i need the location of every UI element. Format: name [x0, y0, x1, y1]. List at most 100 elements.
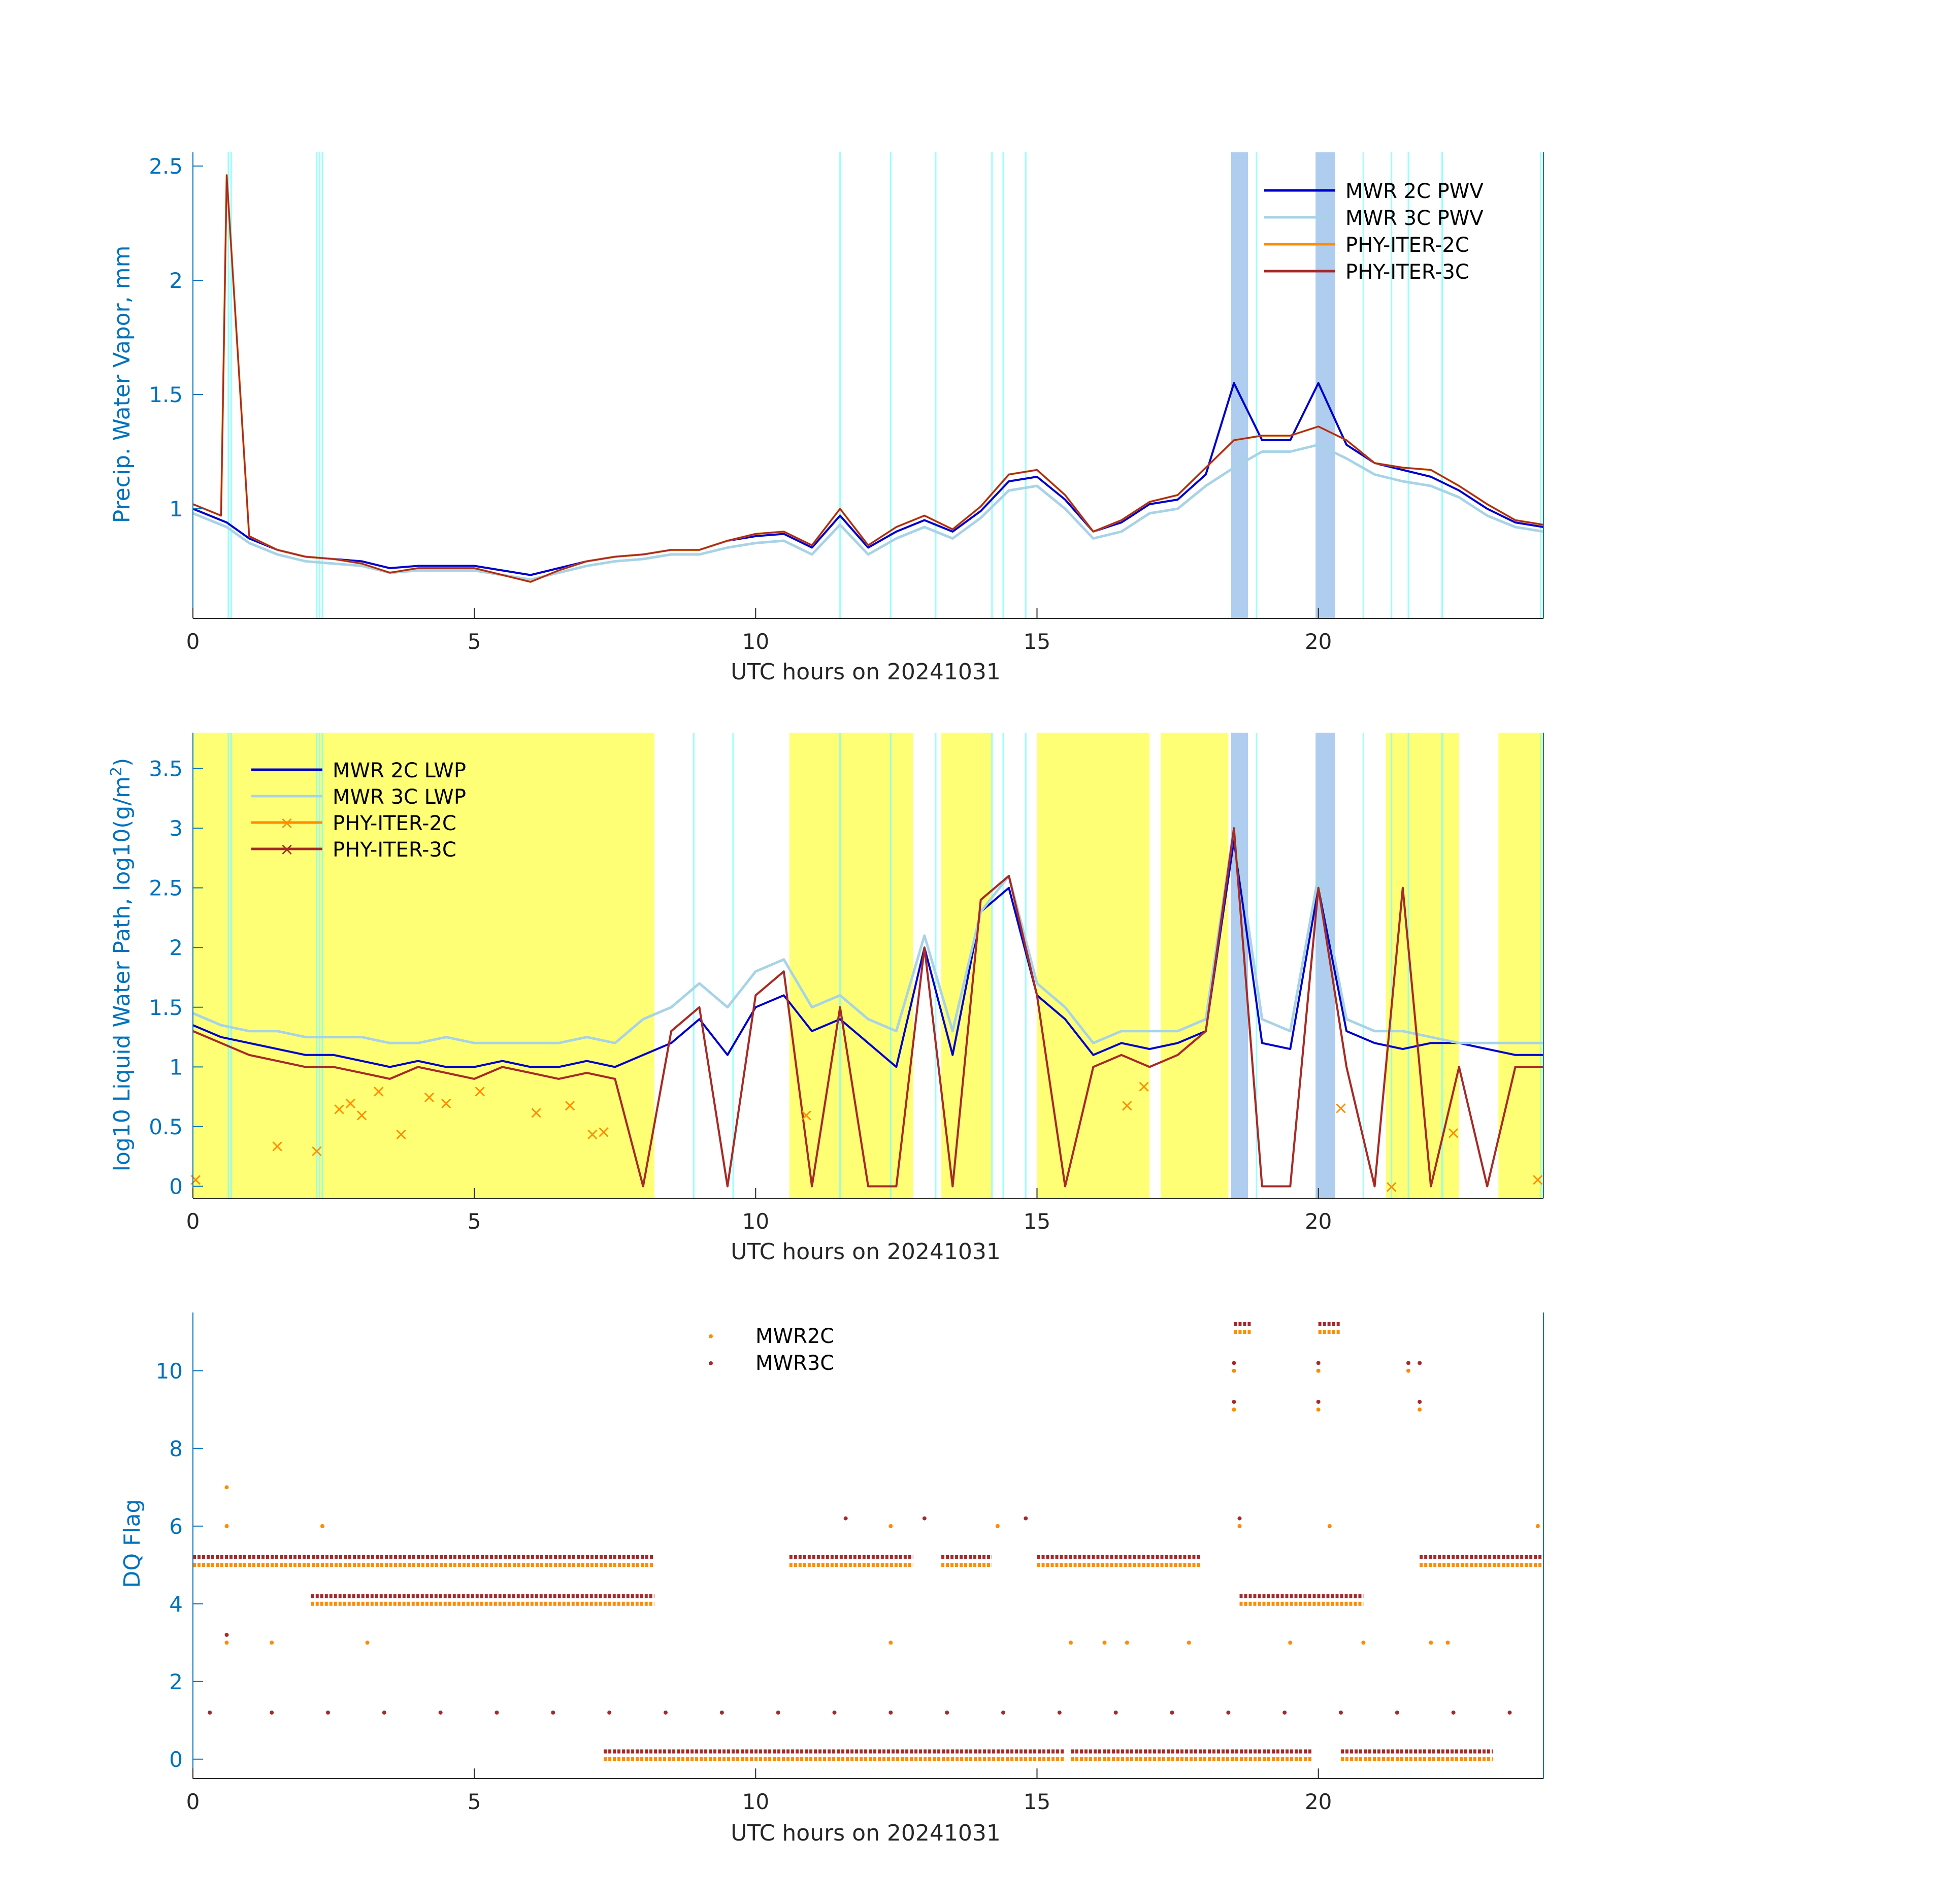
dq-point-mwr3c	[1001, 1710, 1005, 1715]
lwp-phy-marker: ×	[1446, 1123, 1461, 1143]
lwp-y-tick-label: 2	[169, 935, 183, 960]
dq-point-mwr3c	[1418, 1361, 1422, 1365]
dq-point-mwr2c	[1429, 1640, 1433, 1645]
lwp-phy-marker: ×	[270, 1136, 285, 1157]
dq-point-mwr3c	[607, 1710, 612, 1715]
pwv-y-tick-label: 2	[169, 268, 183, 293]
dq-point-mwr3c	[776, 1710, 780, 1715]
lwp-legend-label-mwr2c: MWR 2C LWP	[333, 759, 466, 782]
dq-point-mwr2c	[1535, 1524, 1540, 1528]
lwp-legend-marker-phy3c: ×	[280, 839, 294, 860]
lwp-phy-marker: ×	[354, 1105, 369, 1125]
lwp-phy-marker: ×	[1137, 1076, 1151, 1097]
dq-x-tick-label: 15	[1024, 1789, 1050, 1814]
pwv-legend: MWR 2C PWV MWR 3C PWV PHY-ITER-2C PHY-IT…	[1264, 180, 1484, 284]
dq-y-axis-label: DQ Flag	[119, 1499, 145, 1588]
dq-point-mwr3c	[719, 1710, 724, 1715]
lwp-flag-span	[193, 733, 654, 1198]
lwp-x-axis-label: UTC hours on 20241031	[731, 1239, 1001, 1265]
dq-point-mwr3c	[551, 1710, 555, 1715]
dq-y-tick-label: 6	[169, 1514, 183, 1539]
dq-point-mwr3c	[922, 1516, 927, 1521]
pwv-y-tick-label: 1	[169, 497, 183, 521]
dq-x-tick-label: 5	[468, 1789, 481, 1814]
lwp-phy-marker: ×	[394, 1124, 409, 1144]
lwp-legend: MWR 2C LWP MWR 3C LWP × PHY-ITER-2C × PH…	[251, 759, 466, 862]
pwv-legend-label-phy2c: PHY-ITER-2C	[1345, 234, 1469, 257]
dq-point-mwr3c	[1170, 1710, 1174, 1715]
dq-point-mwr3c	[1226, 1710, 1231, 1715]
dq-y-tick-label: 10	[156, 1359, 183, 1384]
lwp-phy-marker: ×	[597, 1122, 611, 1142]
lwp-phy-marker: ×	[332, 1099, 347, 1120]
lwp-legend-marker-phy2c: ×	[280, 813, 294, 833]
dq-point-mwr2c	[1418, 1407, 1422, 1412]
dq-legend-swatch-mwr3c	[709, 1361, 713, 1365]
pwv-series-line	[192, 174, 1544, 583]
lwp-phy-marker: ×	[310, 1141, 324, 1161]
dq-point-mwr2c	[1361, 1640, 1366, 1645]
dq-point-mwr2c	[888, 1524, 893, 1528]
lwp-phy-marker: ×	[343, 1093, 358, 1113]
dq-x-tick-label: 20	[1305, 1789, 1332, 1814]
dq-point-mwr2c	[1406, 1368, 1410, 1373]
dq-point-mwr3c	[1282, 1710, 1287, 1715]
lwp-y-axis-label-main: log10 Liquid Water Path, log10(g/m	[109, 776, 135, 1171]
dq-point-mwr3c	[1451, 1710, 1456, 1715]
dq-point-mwr2c	[1327, 1524, 1332, 1528]
lwp-y-tick-label: 3	[169, 816, 183, 841]
lwp-flag-span	[1161, 733, 1229, 1198]
dq-x-tick-label: 0	[186, 1789, 200, 1814]
lwp-phy-marker: ×	[1385, 1176, 1399, 1197]
pwv-series-line	[192, 382, 1544, 576]
lwp-axes: 0 5 10 15 20 0 0.5 1 1.5 2 2.5 3 3.5	[149, 733, 1544, 1234]
lwp-x-tick-label: 10	[742, 1209, 769, 1234]
lwp-x-tick-label: 15	[1024, 1209, 1050, 1234]
lwp-legend-label-phy3c: PHY-ITER-3C	[333, 838, 456, 862]
lwp-flag-span	[1315, 733, 1335, 1198]
pwv-legend-label-mwr3c: MWR 3C PWV	[1345, 207, 1484, 230]
lwp-y-tick-label: 1.5	[149, 995, 183, 1020]
pwv-x-tick-label: 10	[742, 629, 769, 654]
pwv-y-tick-label: 2.5	[149, 154, 183, 179]
pwv-y-tick-label: 1.5	[149, 382, 183, 407]
pwv-series-line	[192, 443, 1544, 581]
lwp-y-tick-label: 3.5	[149, 757, 183, 781]
lwp-phy-marker: ×	[439, 1093, 454, 1113]
dq-point-mwr2c	[1069, 1640, 1073, 1645]
lwp-y-axis-label-end: )	[109, 758, 135, 767]
lwp-phy-marker: ×	[799, 1105, 814, 1125]
pwv-legend-label-mwr2c: MWR 2C PWV	[1345, 180, 1484, 203]
dq-y-tick-label: 4	[169, 1592, 183, 1617]
lwp-phy-markers: ×× ××××××× ××× ×××× ××××××	[188, 1076, 1545, 1197]
dq-legend-label-mwr3c: MWR3C	[755, 1352, 834, 1375]
pwv-x-axis-label: UTC hours on 20241031	[731, 659, 1001, 685]
lwp-phy-marker: ×	[1334, 1098, 1348, 1118]
dq-point-mwr3c	[1395, 1710, 1399, 1715]
dq-point-mwr3c	[1406, 1361, 1410, 1365]
dq-point-mwr2c	[1125, 1640, 1129, 1645]
pwv-x-tick-label: 5	[468, 629, 481, 654]
dq-point-mwr3c	[664, 1710, 668, 1715]
dq-point-mwr3c	[1316, 1399, 1321, 1404]
dq-point-mwr3c	[1057, 1710, 1062, 1715]
dq-point-mwr3c	[888, 1710, 893, 1715]
lwp-flag-span	[789, 733, 913, 1198]
dq-y-tick-label: 8	[169, 1436, 183, 1461]
dq-point-mwr3c	[1232, 1399, 1236, 1404]
lwp-phy-marker: ×	[529, 1103, 544, 1123]
pwv-legend-label-phy3c: PHY-ITER-3C	[1345, 260, 1469, 284]
dq-point-mwr3c	[1316, 1361, 1321, 1365]
pwv-x-tick-label: 20	[1305, 629, 1332, 654]
lwp-flag-span	[1498, 733, 1543, 1198]
lwp-flag-span	[941, 733, 992, 1198]
dq-point-mwr2c	[1288, 1640, 1293, 1645]
lwp-panel: ×× ××××××× ××× ×××× ×××××× 0 5 10 15 2000.511.52…	[108, 733, 1545, 1265]
lwp-y-tick-label: 0.5	[149, 1114, 183, 1139]
dq-point-mwr3c	[1232, 1361, 1236, 1365]
dq-point-mwr2c	[1187, 1640, 1191, 1645]
dq-point-mwr3c	[945, 1710, 949, 1715]
lwp-flag-span	[1037, 733, 1150, 1198]
dq-point-mwr2c	[365, 1640, 370, 1645]
